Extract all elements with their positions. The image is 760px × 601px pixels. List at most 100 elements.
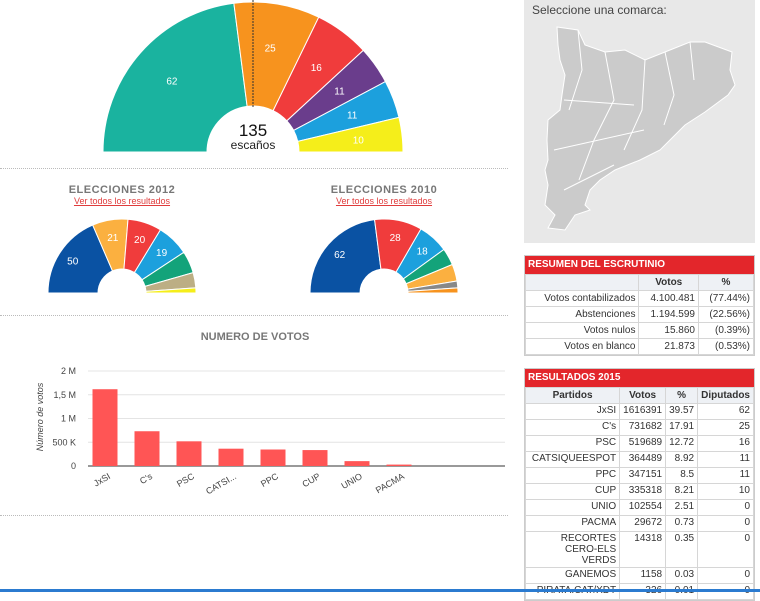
bar[interactable] (134, 431, 160, 466)
table-cell: 8.5 (665, 467, 699, 484)
table-cell: JxSI (524, 403, 621, 420)
elections-2012-title: ELECCIONES 2012 (68, 184, 176, 196)
table-cell: 21.873 (638, 338, 699, 355)
resumen-title: RESUMEN DEL ESCRUTINIO (525, 256, 754, 274)
x-tick-label: CATSI... (204, 471, 238, 496)
seat-label: 10 (353, 136, 365, 147)
resultados-title: RESULTADOS 2015 (525, 369, 754, 387)
bar[interactable] (386, 464, 412, 466)
table-cell: CATSIQUEESPOT (524, 451, 621, 468)
table-row: GANEMOS 1158 0.03 0 (524, 567, 754, 584)
bar[interactable] (218, 448, 244, 466)
seat-segment[interactable] (407, 287, 459, 294)
bar[interactable] (260, 449, 286, 466)
chart-title: NUMERO DE VOTOS (200, 331, 310, 343)
table-cell: 12.72 (665, 435, 699, 452)
table-row: Votos nulos 15.860 (0.39%) (524, 322, 755, 339)
bar[interactable] (176, 441, 202, 466)
elections-2012-link[interactable]: Ver todos los resultados (73, 196, 171, 206)
divider (0, 315, 508, 316)
table-cell: C's (524, 419, 621, 436)
table-row: PSC 519689 12.72 16 (524, 435, 754, 452)
seat-label: 28 (390, 233, 402, 244)
table-row: JxSI 1616391 39.57 62 (524, 403, 754, 420)
column-header: % (697, 274, 755, 291)
table-cell: (0.39%) (697, 322, 755, 339)
seat-label: 25 (265, 43, 277, 54)
table-cell: 25 (697, 419, 754, 436)
elections-2010-link[interactable]: Ver todos los resultados (335, 196, 433, 206)
hemicycles: 62 25 16 11 11 10 50 21 20 19 62 28 18 (47, 0, 459, 294)
seat-label: 50 (67, 257, 79, 268)
seat-label: 20 (134, 235, 146, 246)
table-cell: 2.51 (665, 499, 699, 516)
table-cell: 11 (697, 451, 754, 468)
votes-bar-chart: 0 500 K 1 M 1,5 M 2 M JxSI C's PSC CATSI... PPC CU… (52, 366, 505, 496)
y-axis-label: Número de votos (35, 382, 45, 452)
table-cell: RECORTES CERO-ELS VERDS (524, 531, 621, 568)
table-cell: 39.57 (665, 403, 699, 420)
seat-label: 19 (156, 248, 168, 259)
column-header: Votos (619, 387, 667, 404)
bottom-bar (0, 589, 760, 592)
seat-label: 21 (107, 233, 119, 244)
bar[interactable] (92, 389, 118, 466)
seat-label: 11 (334, 87, 345, 98)
resultados-table: RESULTADOS 2015 Partidos Votos% Diputados J… (524, 368, 755, 601)
table-cell: 17.91 (665, 419, 699, 436)
y-tick-label: 1,5 M (53, 390, 76, 400)
seat-label: 11 (347, 111, 358, 122)
table-cell: 0.03 (665, 567, 699, 584)
table-cell: PSC (524, 435, 621, 452)
table-cell: CUP (524, 483, 621, 500)
table-cell: 1616391 (619, 403, 667, 420)
total-seats: 135 (238, 121, 268, 140)
catalonia-map[interactable] (544, 26, 736, 231)
table-cell: 16 (697, 435, 754, 452)
table-cell: PACMA (524, 515, 621, 532)
bar[interactable] (302, 450, 328, 466)
table-row: Votos en blanco 21.873 (0.53%) (524, 338, 755, 355)
table-cell: (22.56%) (697, 306, 755, 323)
seat-label: 18 (417, 247, 429, 258)
table-cell: 102554 (619, 499, 667, 516)
bar[interactable] (344, 461, 370, 466)
x-tick-label: JxSI (92, 471, 112, 488)
seat-segment[interactable] (309, 219, 382, 294)
table-cell: 62 (697, 403, 754, 420)
table-cell: 1158 (619, 567, 667, 584)
seat-label: 62 (334, 250, 346, 261)
seats-unit: escaños (230, 138, 276, 152)
table-cell: 0 (697, 499, 754, 516)
table-row: UNIO 102554 2.51 0 (524, 499, 754, 516)
divider (0, 168, 508, 169)
table-row: RECORTES CERO-ELS VERDS 14318 0.35 0 (524, 531, 754, 568)
seat-segment[interactable] (145, 287, 197, 294)
table-cell: UNIO (524, 499, 621, 516)
seat-segment[interactable] (102, 2, 248, 153)
table-row: C's 731682 17.91 25 (524, 419, 754, 436)
table-cell: Votos contabilizados (524, 290, 640, 307)
table-cell: GANEMOS (524, 567, 621, 584)
map-panel: Seleccione una comarca: (524, 0, 755, 243)
seat-label: 62 (166, 77, 178, 88)
x-tick-label: UNIO (340, 471, 364, 491)
column-header: Votos (638, 274, 699, 291)
table-cell: 0 (697, 531, 754, 568)
column-header: Partidos (524, 387, 621, 404)
table-cell: 11 (697, 467, 754, 484)
table-row: PACMA 29672 0.73 0 (524, 515, 754, 532)
table-cell: 347151 (619, 467, 667, 484)
x-tick-label: C's (138, 471, 154, 486)
seat-label: 16 (311, 63, 323, 74)
table-cell: 14318 (619, 531, 667, 568)
seat-segment[interactable] (47, 224, 114, 294)
column-header (524, 274, 640, 291)
table-row: PPC 347151 8.5 11 (524, 467, 754, 484)
seat-segment[interactable] (297, 116, 404, 153)
table-cell: 364489 (619, 451, 667, 468)
y-tick-label: 500 K (52, 437, 76, 447)
table-cell: Abstenciones (524, 306, 640, 323)
table-cell: 0 (697, 567, 754, 584)
column-header: % (665, 387, 699, 404)
